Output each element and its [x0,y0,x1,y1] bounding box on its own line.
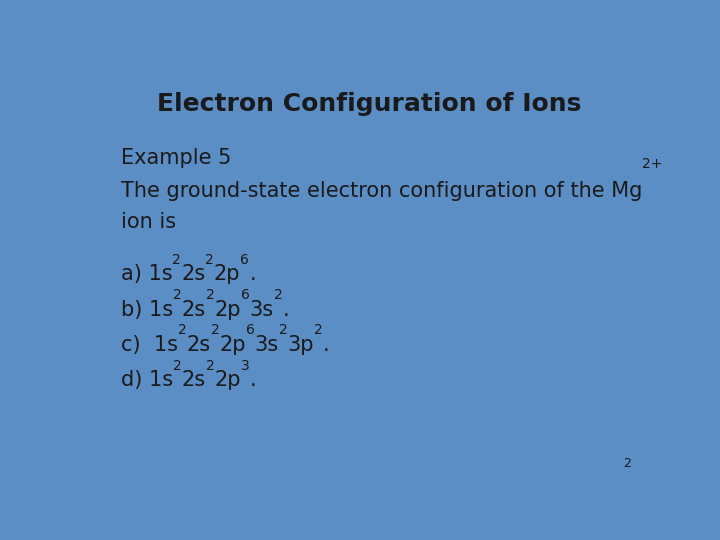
Text: The ground-state electron configuration of the Mg: The ground-state electron configuration … [121,181,642,201]
Text: Electron Configuration of Ions: Electron Configuration of Ions [157,92,581,116]
Text: 2: 2 [210,323,220,338]
Text: 2p: 2p [215,300,241,320]
Text: .: . [250,370,256,390]
Text: 2: 2 [173,288,181,302]
Text: 6: 6 [241,288,250,302]
Text: 2: 2 [178,323,186,338]
Text: 2: 2 [206,359,215,373]
Text: 2: 2 [206,288,215,302]
Text: 2: 2 [314,323,323,338]
Text: 3p: 3p [287,335,314,355]
Text: 2s: 2s [186,335,210,355]
Text: 2: 2 [172,253,181,267]
Text: a) 1s: a) 1s [121,265,172,285]
Text: 2p: 2p [214,265,240,285]
Text: b) 1s: b) 1s [121,300,173,320]
Text: 2: 2 [279,323,287,338]
Text: 2: 2 [274,288,283,302]
Text: ion is: ion is [121,212,176,232]
Text: 3: 3 [241,359,250,373]
Text: 2s: 2s [181,265,205,285]
Text: 3s: 3s [250,300,274,320]
Text: d) 1s: d) 1s [121,370,173,390]
Text: 2p: 2p [220,335,246,355]
Text: .: . [323,335,330,355]
Text: Example 5: Example 5 [121,148,231,168]
Text: .: . [283,300,289,320]
Text: 2s: 2s [181,300,206,320]
Text: 6: 6 [240,253,249,267]
Text: 2: 2 [624,457,631,470]
Text: 2s: 2s [181,370,206,390]
Text: 3s: 3s [255,335,279,355]
Text: 2: 2 [205,253,214,267]
Text: 2+: 2+ [642,157,662,171]
Text: .: . [249,265,256,285]
Text: 2: 2 [173,359,181,373]
Text: 6: 6 [246,323,255,338]
Text: 2p: 2p [215,370,241,390]
Text: c)  1s: c) 1s [121,335,178,355]
